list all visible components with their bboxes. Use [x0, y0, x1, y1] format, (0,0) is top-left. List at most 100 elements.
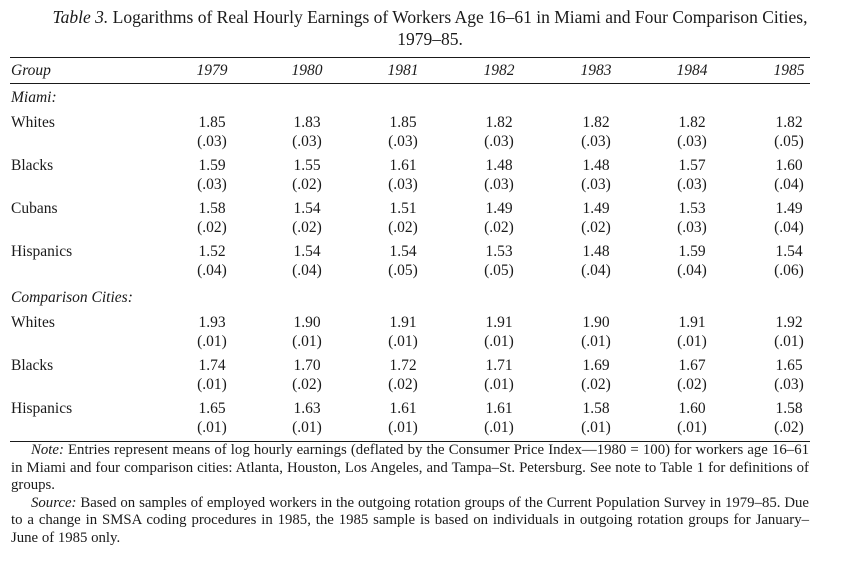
section-title: Miami:	[11, 89, 57, 106]
mean-cell: 1.48	[582, 157, 610, 174]
mean-cell: 1.51	[389, 200, 417, 217]
se-cell: (.01)	[292, 333, 322, 350]
se-cell: (.03)	[581, 176, 611, 193]
se-cell: (.01)	[677, 333, 707, 350]
se-cell: (.06)	[774, 262, 804, 279]
se-cell: (.02)	[197, 219, 227, 236]
se-cell: (.01)	[484, 333, 514, 350]
mean-cell: 1.65	[198, 400, 226, 417]
bottom-rule	[10, 441, 810, 442]
se-cell: (.04)	[292, 262, 322, 279]
note-label: Note:	[31, 442, 64, 458]
source-text: Based on samples of employed workers in …	[11, 494, 809, 546]
se-cell: (.04)	[774, 219, 804, 236]
year-column-header: 1979	[196, 62, 228, 79]
year-column-header: 1983	[580, 62, 612, 79]
mean-cell: 1.93	[198, 314, 226, 331]
se-cell: (.01)	[484, 419, 514, 436]
header-rule	[10, 83, 810, 84]
mean-cell: 1.54	[389, 243, 417, 260]
mean-cell: 1.82	[775, 114, 803, 131]
mean-cell: 1.59	[678, 243, 706, 260]
se-cell: (.04)	[774, 176, 804, 193]
source-paragraph: Source: Based on samples of employed wor…	[11, 495, 809, 548]
se-cell: (.02)	[292, 376, 322, 393]
se-cell: (.03)	[484, 133, 514, 150]
note-text: Entries represent means of log hourly ea…	[11, 442, 809, 494]
mean-cell: 1.61	[485, 400, 513, 417]
se-cell: (.02)	[388, 219, 418, 236]
mean-cell: 1.83	[293, 114, 321, 131]
mean-cell: 1.54	[293, 200, 321, 217]
mean-cell: 1.48	[582, 243, 610, 260]
se-cell: (.03)	[388, 176, 418, 193]
mean-cell: 1.52	[198, 243, 226, 260]
mean-cell: 1.85	[389, 114, 417, 131]
se-cell: (.01)	[197, 419, 227, 436]
mean-cell: 1.90	[293, 314, 321, 331]
top-rule	[10, 57, 810, 58]
se-cell: (.01)	[197, 376, 227, 393]
mean-cell: 1.67	[678, 357, 706, 374]
se-cell: (.02)	[388, 376, 418, 393]
mean-cell: 1.61	[389, 157, 417, 174]
row-group-label: Cubans	[11, 200, 58, 217]
se-cell: (.04)	[677, 262, 707, 279]
row-group-label: Blacks	[11, 157, 54, 174]
mean-cell: 1.49	[775, 200, 803, 217]
mean-cell: 1.82	[582, 114, 610, 131]
se-cell: (.01)	[677, 419, 707, 436]
se-cell: (.02)	[581, 219, 611, 236]
mean-cell: 1.58	[198, 200, 226, 217]
mean-cell: 1.53	[678, 200, 706, 217]
note-paragraph: Note: Entries represent means of log hou…	[11, 442, 809, 495]
se-cell: (.01)	[292, 419, 322, 436]
mean-cell: 1.54	[293, 243, 321, 260]
table-label: Table 3.	[52, 7, 109, 27]
se-cell: (.03)	[581, 133, 611, 150]
mean-cell: 1.72	[389, 357, 417, 374]
mean-cell: 1.82	[485, 114, 513, 131]
se-cell: (.03)	[197, 133, 227, 150]
mean-cell: 1.85	[198, 114, 226, 131]
row-group-label: Hispanics	[11, 243, 73, 260]
mean-cell: 1.70	[293, 357, 321, 374]
year-column-header: 1980	[291, 62, 323, 79]
row-group-label: Blacks	[11, 357, 54, 374]
mean-cell: 1.57	[678, 157, 706, 174]
mean-cell: 1.63	[293, 400, 321, 417]
se-cell: (.05)	[774, 133, 804, 150]
table-notes: Note: Entries represent means of log hou…	[11, 442, 809, 548]
year-column-header: 1985	[773, 62, 805, 79]
se-cell: (.03)	[292, 133, 322, 150]
se-cell: (.04)	[581, 262, 611, 279]
source-label: Source:	[31, 494, 77, 511]
row-group-label: Whites	[11, 314, 55, 331]
se-cell: (.01)	[581, 333, 611, 350]
se-cell: (.02)	[292, 176, 322, 193]
mean-cell: 1.53	[485, 243, 513, 260]
mean-cell: 1.92	[775, 314, 803, 331]
year-column-header: 1982	[483, 62, 515, 79]
mean-cell: 1.54	[775, 243, 803, 260]
se-cell: (.03)	[677, 219, 707, 236]
mean-cell: 1.49	[485, 200, 513, 217]
year-column-header: 1981	[387, 62, 419, 79]
mean-cell: 1.60	[775, 157, 803, 174]
se-cell: (.01)	[774, 333, 804, 350]
se-cell: (.03)	[484, 176, 514, 193]
mean-cell: 1.69	[582, 357, 610, 374]
mean-cell: 1.48	[485, 157, 513, 174]
mean-cell: 1.91	[678, 314, 706, 331]
se-cell: (.03)	[197, 176, 227, 193]
mean-cell: 1.90	[582, 314, 610, 331]
se-cell: (.03)	[677, 133, 707, 150]
table-caption: Table 3. Logarithms of Real Hourly Earni…	[40, 6, 820, 50]
mean-cell: 1.58	[582, 400, 610, 417]
se-cell: (.02)	[484, 219, 514, 236]
group-column-header: Group	[11, 62, 51, 79]
mean-cell: 1.91	[485, 314, 513, 331]
table-title: Logarithms of Real Hourly Earnings of Wo…	[112, 7, 808, 49]
se-cell: (.01)	[388, 419, 418, 436]
